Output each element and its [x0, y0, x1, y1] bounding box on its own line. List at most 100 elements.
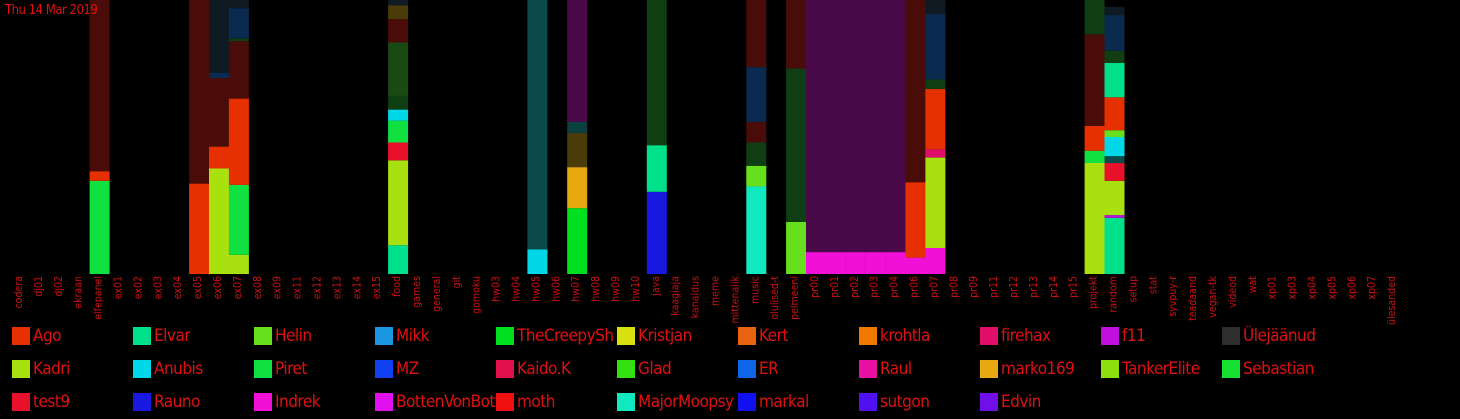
- bar-segment-food-9: [388, 0, 409, 6]
- bar-segment-food-0: [388, 245, 409, 274]
- bar-segment-random-3: [1104, 163, 1125, 181]
- legend-swatch: [12, 327, 30, 345]
- bar-segment-music-0: [746, 186, 767, 274]
- legend-label: markal: [759, 392, 809, 412]
- bar-segment-hw07-2: [567, 132, 588, 168]
- legend-label: Helin: [275, 326, 312, 346]
- x-tick-label-hw10: hw10: [630, 276, 642, 302]
- x-tick-label-pr03: pr03: [869, 276, 881, 298]
- legend-item: Indrek: [254, 391, 320, 413]
- bar-segment-ex05-0: [189, 183, 210, 274]
- x-tick-label-dj01: dj01: [33, 276, 45, 297]
- legend-label: Kaido.K: [517, 359, 571, 379]
- x-tick-label-pr00: pr00: [809, 276, 821, 298]
- legend-item: sutgon: [859, 391, 929, 413]
- x-tick-label-meme: meme: [710, 276, 722, 306]
- bar-segment-pr07-6: [925, 0, 946, 14]
- legend-swatch: [738, 360, 756, 378]
- legend-item: TheCreepySh: [496, 325, 614, 347]
- bar-segment-ex07-2: [228, 98, 249, 185]
- x-tick-label-ekraan: ekraan: [73, 276, 85, 309]
- legend-swatch: [254, 393, 272, 411]
- x-tick-label-ex14: ex14: [351, 276, 363, 299]
- x-tick-label-videod: videod: [1227, 276, 1239, 308]
- x-tick-label-xp01: xp01: [1267, 276, 1279, 300]
- bar-segment-ex07-1: [228, 184, 249, 255]
- legend-item: krohtla: [859, 325, 930, 347]
- x-tick-label-ex01: ex01: [113, 276, 125, 299]
- legend-swatch: [496, 360, 514, 378]
- legend-label: sutgon: [880, 392, 930, 412]
- bar-segment-pr07-2: [925, 149, 946, 158]
- legend-label: TankerElite: [1122, 359, 1200, 379]
- x-tick-label-pr12: pr12: [1008, 276, 1020, 298]
- legend-swatch: [496, 393, 514, 411]
- x-tick-label-ex15: ex15: [371, 276, 383, 299]
- legend-item: Kristjan: [617, 325, 692, 347]
- x-tick-label-pr13: pr13: [1028, 276, 1040, 298]
- bar-segment-pr04-1: [885, 0, 906, 253]
- legend-swatch: [12, 393, 30, 411]
- legend-item: f11: [1101, 325, 1145, 347]
- bar-segment-random-6: [1104, 130, 1125, 138]
- legend-label: marko169: [1001, 359, 1075, 379]
- bar-segment-pr07-1: [925, 157, 946, 248]
- x-tick-label-pr08: pr08: [948, 276, 960, 298]
- bar-segment-hw07-3: [567, 121, 588, 133]
- x-tick-label-gomoku: gomoku: [471, 276, 483, 314]
- legend-label: Ülejäänud: [1243, 326, 1316, 346]
- x-tick-label-pr09: pr09: [968, 276, 980, 298]
- legend-item: Elvar: [133, 325, 190, 347]
- legend-label: Glad: [638, 359, 672, 379]
- bar-segment-random-9: [1104, 50, 1125, 63]
- bar-segment-pr00-0: [806, 252, 826, 274]
- bar-segment-projekt-0: [1084, 163, 1105, 274]
- legend-swatch: [254, 327, 272, 345]
- x-tick-label-pr02: pr02: [849, 276, 861, 298]
- bar-segment-music-1: [746, 165, 767, 187]
- x-tick-label-ex05: ex05: [192, 276, 204, 299]
- legend-swatch: [133, 327, 151, 345]
- legend-swatch: [738, 393, 756, 411]
- bar-segment-music-5: [746, 0, 767, 68]
- bars-layer: [89, 0, 1125, 274]
- legend-label: Indrek: [275, 392, 321, 412]
- legend-label: Kert: [759, 326, 788, 346]
- bar-segment-java-1: [646, 145, 667, 192]
- legend-label: Kristjan: [638, 326, 692, 346]
- legend-swatch: [133, 360, 151, 378]
- x-tick-label-food: food: [391, 276, 403, 297]
- legend-label: moth: [517, 392, 555, 412]
- bar-segment-ex07-5: [228, 8, 249, 39]
- x-tick-label-pelmeeni: pelmeeni: [789, 276, 801, 320]
- legend-swatch: [1222, 327, 1240, 345]
- x-tick-label-setup: setup: [1127, 276, 1139, 302]
- x-tick-label-hw05: hw05: [530, 276, 542, 302]
- bar-segment-food-6: [388, 42, 409, 96]
- legend-label: MZ: [396, 359, 419, 379]
- legend-swatch: [496, 327, 514, 345]
- x-tick-label-ex06: ex06: [212, 276, 224, 299]
- legend-item: ER: [738, 358, 778, 380]
- x-tick-label-ülesanded: ülesanded: [1386, 276, 1398, 325]
- x-tick-label-hw07: hw07: [570, 276, 582, 302]
- bar-segment-random-11: [1104, 6, 1125, 15]
- legend-label: Piret: [275, 359, 307, 379]
- bar-segment-pelmeeni-2: [786, 0, 807, 69]
- bar-segment-ex06-4: [209, 0, 229, 73]
- x-tick-label-random: random: [1108, 276, 1120, 313]
- legend-item: Kert: [738, 325, 788, 347]
- legend-item: Kaido.K: [496, 358, 571, 380]
- bar-segment-hw07-1: [567, 167, 588, 209]
- bar-segment-food-5: [388, 95, 409, 110]
- bar-segment-pr06-2: [905, 0, 926, 183]
- legend-item: Ülejäänud: [1222, 325, 1315, 347]
- x-tick-label-stat: stat: [1147, 276, 1159, 294]
- bar-segment-pr06-0: [905, 257, 926, 274]
- x-tick-label-java: java: [650, 276, 662, 297]
- bar-segment-hw05-0: [527, 249, 548, 274]
- x-tick-label-ex08: ex08: [252, 276, 264, 299]
- x-tick-label-pr14: pr14: [1048, 276, 1060, 298]
- bar-segment-random-7: [1104, 97, 1125, 131]
- legend-label: Sebastian: [1243, 359, 1314, 379]
